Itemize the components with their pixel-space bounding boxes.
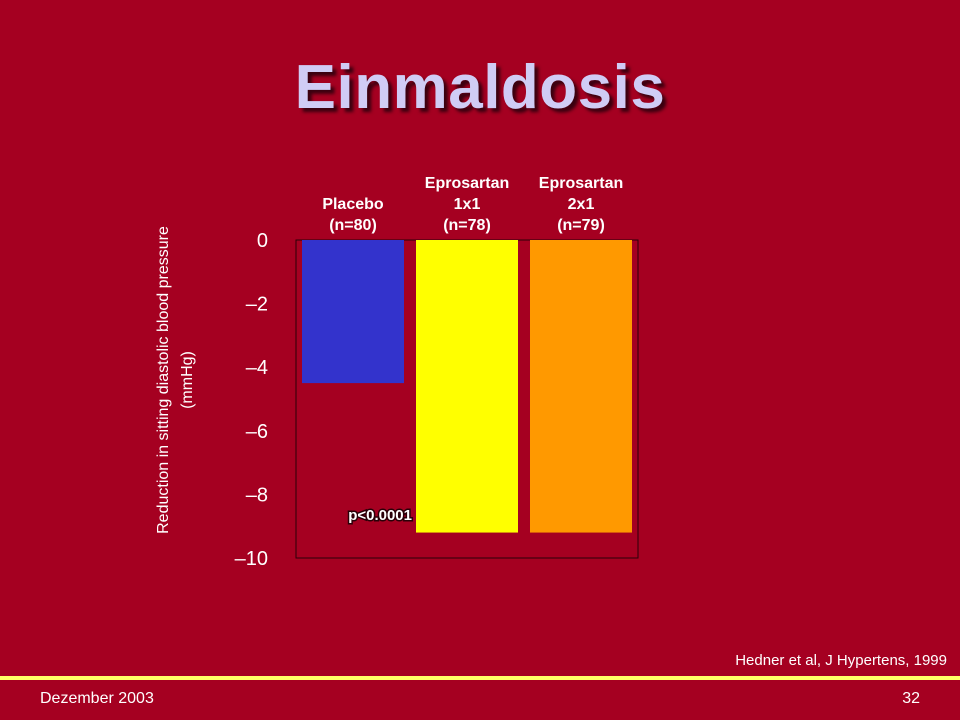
bar-3	[530, 240, 632, 533]
slide-title: Einmaldosis	[294, 53, 666, 122]
footer-date: Dezember 2003	[40, 690, 154, 707]
y-tick-label: 0	[257, 230, 268, 252]
category-label: Eprosartan	[425, 175, 509, 192]
footer-divider	[0, 676, 960, 680]
category-label: 2x1	[568, 196, 595, 213]
citation: Hedner et al, J Hypertens, 1999	[735, 652, 947, 669]
bar-1	[302, 240, 404, 384]
category-label: Placebo	[322, 196, 384, 213]
category-label: (n=78)	[443, 217, 491, 234]
y-tick-label: –6	[246, 421, 268, 443]
y-tick-label: –2	[246, 294, 268, 316]
category-label: (n=80)	[329, 217, 377, 234]
category-label: (n=79)	[557, 217, 605, 234]
y-tick-label: –4	[246, 357, 268, 379]
bar-2	[416, 240, 518, 533]
p-value-annotation: p<0.0001	[348, 507, 412, 524]
category-label: Eprosartan	[539, 175, 623, 192]
page-number: 32	[902, 690, 920, 707]
category-label: 1x1	[454, 196, 481, 213]
y-tick-label: –10	[235, 548, 268, 570]
y-tick-label: –8	[246, 484, 268, 506]
